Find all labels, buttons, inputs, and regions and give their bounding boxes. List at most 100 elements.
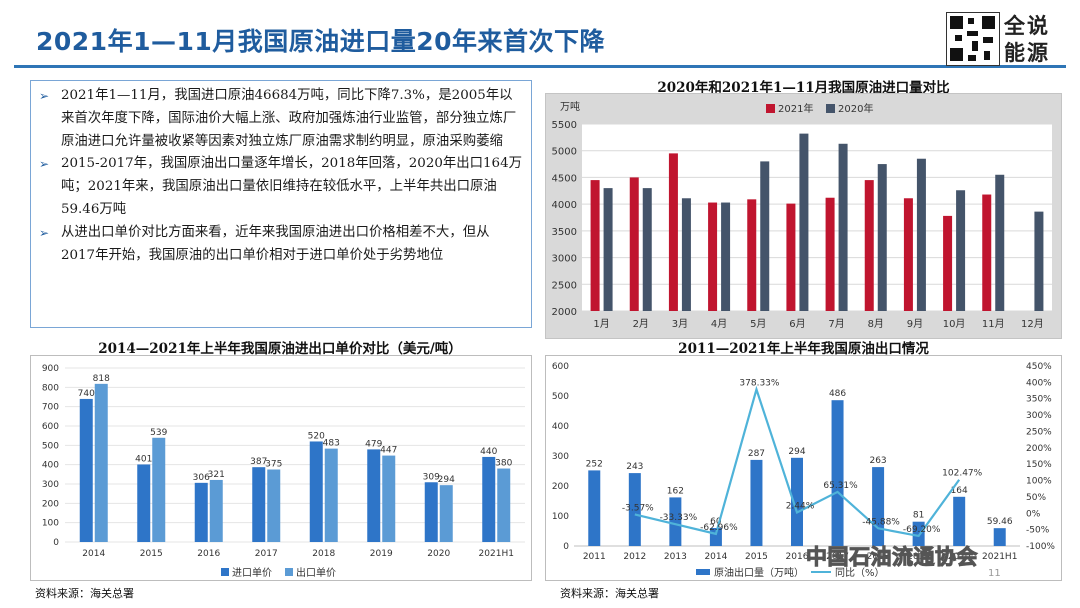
unit-price-chart: 0 100 200 300 400 500 600 700 800 900 740 818 2014 40… — [42, 364, 525, 579]
x-tick-label: 6月 — [789, 318, 805, 330]
data-label: 309 — [423, 472, 440, 482]
legend-swatch — [826, 104, 835, 113]
y-tick-label: 300 — [42, 480, 59, 490]
data-label: 818 — [93, 374, 110, 384]
x-tick-label: 4月 — [711, 318, 727, 330]
y-tick-label: 0 — [563, 542, 569, 552]
source-note-right: 资料来源：海关总署 — [560, 587, 659, 600]
data-label: 479 — [365, 439, 382, 449]
y-tick-label: 600 — [552, 362, 569, 372]
x-tick-label: 2014 — [704, 552, 727, 562]
bar — [786, 203, 796, 311]
data-label: 440 — [480, 447, 497, 457]
bar — [993, 528, 1006, 546]
bar — [628, 473, 641, 546]
x-tick-label: 2017 — [826, 552, 849, 562]
x-tick-label: 2019 — [370, 549, 393, 559]
data-label: 60 — [710, 517, 722, 527]
bar — [982, 194, 992, 311]
y2-tick-label: 150% — [1026, 460, 1052, 470]
bar — [324, 448, 338, 542]
bar — [953, 496, 966, 546]
plot-area — [582, 124, 1052, 311]
arrow-bullet-icon: ➢ — [39, 225, 50, 240]
bar — [94, 383, 108, 542]
x-tick-label: 2020 — [427, 549, 450, 559]
y2-tick-label: 350% — [1026, 395, 1052, 405]
bar — [747, 199, 757, 311]
line-data-label: 102.47% — [942, 469, 982, 479]
data-label: 520 — [308, 431, 325, 441]
bar — [791, 457, 803, 546]
bar — [903, 198, 913, 311]
y-tick-label: 0 — [53, 538, 59, 548]
arrow-bullet-icon: ➢ — [39, 157, 50, 172]
y-tick-label: 400 — [552, 422, 569, 432]
data-label: 59.46 — [987, 517, 1013, 527]
bar — [956, 190, 966, 311]
bar — [439, 485, 453, 542]
legend-swatch — [285, 568, 293, 576]
y-tick-label: 5500 — [552, 120, 577, 131]
x-tick-label: 2016 — [786, 552, 809, 562]
data-label: 486 — [829, 389, 846, 399]
y-tick-label: 3000 — [552, 254, 577, 265]
brand-name: 全说能源 — [1004, 13, 1050, 65]
y-tick-label: 4000 — [552, 200, 577, 211]
bar — [750, 459, 763, 546]
y-tick-label: 700 — [42, 403, 59, 413]
bar — [668, 153, 678, 311]
bar — [669, 497, 682, 546]
bar — [760, 161, 770, 311]
x-tick-label: 10月 — [943, 318, 966, 330]
data-label: 252 — [586, 459, 603, 469]
y-tick-label: 900 — [42, 364, 59, 374]
bar — [367, 449, 381, 542]
data-label: 287 — [748, 449, 765, 459]
bullet-item: ➢ 2015-2017年，我国原油出口量逐年增长，2018年回落，2020年出口… — [39, 153, 523, 221]
bar — [590, 180, 600, 311]
bar — [137, 464, 151, 542]
x-tick-label: 2011 — [583, 552, 606, 562]
data-label: 294 — [438, 475, 455, 485]
brand-logo: 全说能源 — [946, 12, 1064, 70]
legend-swatch — [766, 104, 775, 113]
line-data-label: 378.33% — [739, 378, 779, 388]
bullet-item: ➢ 2021年1—11月，我国进口原油46684万吨，同比下降7.3%，是200… — [39, 85, 523, 153]
exports-chart-panel: 0 100 200 300 400 500 600 -100% -50% 0% 50% 100% 150… — [545, 355, 1062, 581]
bar — [152, 437, 166, 542]
x-tick-label: 8月 — [868, 318, 884, 330]
y-tick-label: 200 — [42, 499, 59, 509]
data-label: 321 — [208, 470, 225, 480]
y2-tick-label: 400% — [1026, 378, 1052, 388]
y-tick-label: 400 — [42, 461, 59, 471]
bullet-text: 2021年1—11月，我国进口原油46684万吨，同比下降7.3%，是2005年… — [61, 88, 517, 149]
line-data-label: -45.88% — [862, 517, 900, 527]
bar — [588, 470, 601, 546]
bar — [681, 198, 691, 311]
x-tick-label: 1月 — [593, 318, 609, 330]
x-tick-label: 2016 — [197, 549, 220, 559]
y-tick-label: 500 — [552, 392, 569, 402]
x-tick-label: 2月 — [633, 318, 649, 330]
data-label: 162 — [667, 486, 684, 496]
y-axis-label: 万吨 — [560, 100, 580, 113]
y2-tick-label: 450% — [1026, 362, 1052, 372]
bar — [209, 479, 223, 542]
summary-textbox: ➢ 2021年1—11月，我国进口原油46684万吨，同比下降7.3%，是200… — [30, 80, 532, 328]
bullet-text: 2015-2017年，我国原油出口量逐年增长，2018年回落，2020年出口16… — [61, 156, 522, 217]
x-tick-label: 2013 — [664, 552, 687, 562]
x-tick-label: 2018 — [312, 549, 335, 559]
line-data-label: -62.96% — [700, 523, 738, 533]
bar — [497, 468, 511, 542]
data-label: 740 — [78, 389, 95, 399]
line-data-label: -3.57% — [622, 503, 654, 513]
data-label: 375 — [265, 460, 282, 470]
imports-chart: 2000 2500 3000 3500 4000 4500 5000 5500 万吨 2021年 2… — [552, 100, 1052, 330]
source-note-left: 资料来源：海关总署 — [35, 587, 134, 600]
slide-title: 2021年1—11月我国原油进口量20年来首次下降 — [36, 27, 606, 56]
association-watermark: 中国石油流通协会 — [806, 545, 979, 570]
x-tick-label: 2014 — [82, 549, 105, 559]
bar — [877, 164, 887, 311]
legend-label: 2020年 — [838, 102, 873, 115]
